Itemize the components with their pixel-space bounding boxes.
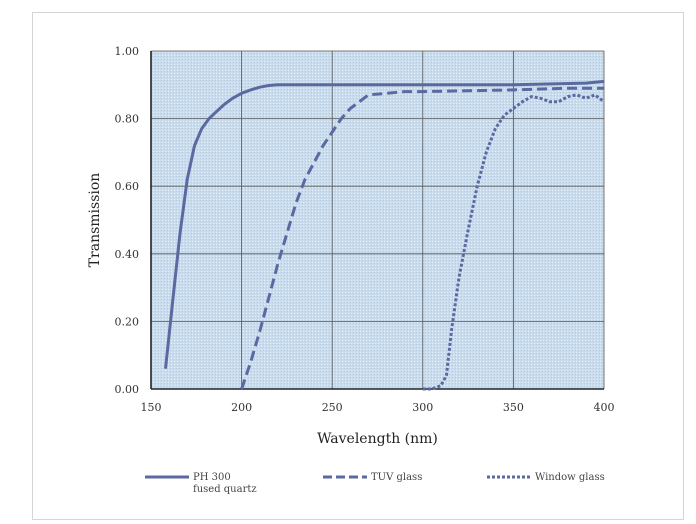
data-series [164, 79, 605, 391]
axes [150, 51, 604, 390]
series-line [240, 86, 604, 390]
legend-label: fused quartz [193, 484, 257, 495]
y-tick-label: 0.80 [115, 113, 140, 126]
y-tick-label: 0.00 [115, 383, 140, 396]
x-tick-label: 200 [231, 401, 252, 414]
legend-label: PH 300 [193, 472, 231, 483]
tick-labels: 150 200 250 300 350 400 0.00 0.20 0.40 0.60 0.80 1.… [115, 45, 615, 414]
legend-label: TUV glass [371, 472, 422, 483]
x-tick-label: 400 [594, 401, 615, 414]
y-tick-label: 0.20 [115, 315, 140, 328]
x-tick-label: 250 [322, 401, 343, 414]
y-tick-label: 1.00 [115, 45, 140, 58]
x-tick-label: 350 [503, 401, 524, 414]
chart-frame: 150 200 250 300 350 400 0.00 0.20 0.40 0.60 0.80 1.… [32, 12, 684, 520]
series-line [164, 79, 605, 369]
x-tick-label: 300 [412, 401, 433, 414]
transmission-chart: 150 200 250 300 350 400 0.00 0.20 0.40 0.60 0.80 1.… [87, 45, 615, 495]
x-axis-title: Wavelength (nm) [317, 431, 438, 447]
plot-area [151, 51, 604, 389]
y-tick-label: 0.60 [115, 180, 140, 193]
legend-label: Window glass [535, 472, 605, 483]
x-tick-label: 150 [141, 401, 162, 414]
y-tick-label: 0.40 [115, 248, 140, 261]
y-axis-title: Transmission [87, 173, 103, 268]
